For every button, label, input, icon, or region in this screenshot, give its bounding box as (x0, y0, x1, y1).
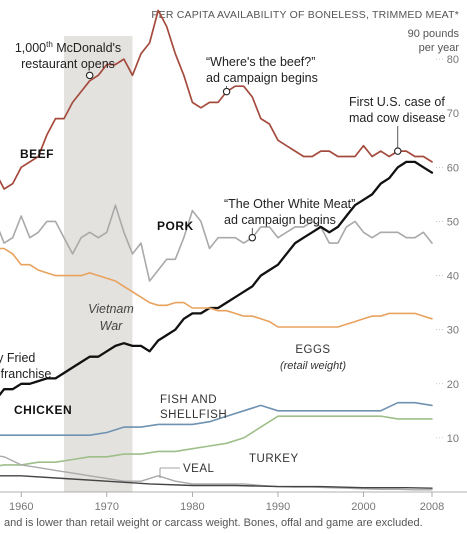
series-line-pork (0, 204, 433, 282)
x-tick-label: 1960 (9, 501, 33, 513)
x-tick-label: 2008 (420, 501, 444, 513)
series-line-eggs (0, 247, 433, 328)
series-line-veal (0, 455, 433, 491)
vietnam-war-label-line2: War (100, 319, 124, 333)
y-tick-label: 30 (447, 325, 459, 337)
x-tick-label: 1970 (95, 501, 119, 513)
annotation-mcdonalds-line2: restaurant opens (21, 57, 115, 71)
series-label-pork: PORK (157, 219, 194, 233)
x-tick-label: 2000 (351, 501, 375, 513)
vietnam-war-band (64, 36, 133, 492)
annotation-pork-ad-line2: ad campaign begins (224, 213, 336, 227)
series-line-lamb (0, 475, 433, 489)
annotation-mad-cow-line2: mad cow disease (349, 111, 446, 125)
y-axis-ticks: 10 20 30 40 50 60 70 80 (436, 31, 459, 445)
series-label-eggs-sub: (retail weight) (280, 360, 346, 372)
series-line-beef (0, 9, 433, 190)
x-tick-label: 1990 (266, 501, 290, 513)
series-label-fish-line2: SHELLFISH (160, 409, 227, 421)
y-tick-label: 70 (447, 108, 459, 120)
series-label-beef: BEEF (20, 147, 54, 161)
kfc-label-line2: Chicken franchise (0, 367, 51, 381)
series-label-fish-line1: FISH AND (160, 394, 217, 406)
annotation-mad-cow-line1: First U.S. case of (349, 95, 445, 109)
annotation-pork-ad-line1: “The Other White Meat” (224, 197, 355, 211)
y-tick-label: 20 (447, 379, 459, 391)
series-label-eggs: EGGS (295, 344, 330, 356)
annotation-beef-ad-line1: “Where's the beef?” (206, 55, 315, 69)
annotation-marker-pork_ad (248, 233, 257, 242)
x-tick-label: 1980 (180, 501, 204, 513)
vietnam-war-shading (64, 36, 133, 492)
unit-label-top: 90 pounds (408, 28, 460, 40)
series-lines (0, 9, 434, 491)
series-label-veal: VEAL (183, 463, 215, 475)
annotation-markers (85, 71, 402, 242)
series-label-chicken: CHICKEN (14, 403, 72, 417)
y-tick-label: 40 (447, 271, 459, 283)
series-label-turkey: TURKEY (249, 453, 299, 465)
series-line-fish (0, 401, 433, 436)
y-tick-label: 10 (447, 433, 459, 445)
unit-label-bottom: per year (419, 42, 460, 54)
annotation-marker-mad_cow (394, 147, 402, 155)
chart-title: PER CAPITA AVAILABILITY OF BONELESS, TRI… (151, 9, 459, 21)
footnote: and is lower than retail weight or carca… (4, 517, 423, 529)
annotation-marker-beef_ad (222, 87, 231, 96)
y-tick-label: 50 (447, 216, 459, 228)
annotation-beef-ad-line2: ad campaign begins (206, 71, 318, 85)
annotation-marker-mcdonalds (85, 71, 94, 80)
x-axis-ticks: 1960 1970 1980 1990 2000 2008 (9, 492, 444, 513)
y-tick-label: 60 (447, 162, 459, 174)
y-tick-label: 80 (447, 54, 459, 66)
vietnam-war-label-line1: Vietnam (88, 302, 134, 316)
series-line-turkey (0, 415, 433, 467)
annotation-mcdonalds-line1: 1,000th McDonald's (15, 40, 121, 55)
kfc-label-line1: Kentucky Fried (0, 351, 35, 365)
